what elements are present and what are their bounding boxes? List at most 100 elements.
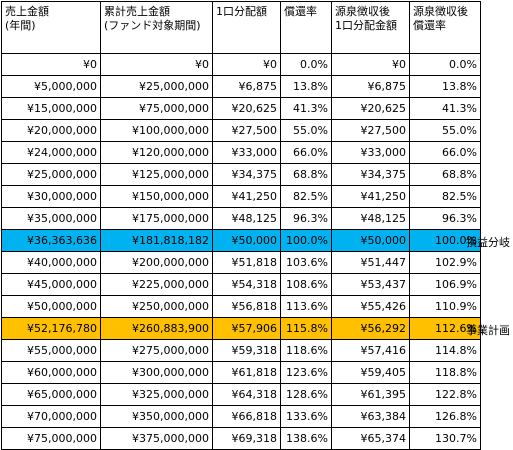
cell-after-tax-distribution: ¥59,405 — [331, 361, 410, 384]
cell-cumulative-sales: ¥260,883,900 — [100, 317, 213, 340]
cell-after-tax-distribution: ¥65,374 — [331, 427, 410, 450]
table-row: ¥75,000,000 ¥375,000,000 ¥69,318 138.6% ¥65,… — [1, 427, 481, 450]
cell-after-tax-rate: 102.9% — [409, 251, 481, 274]
cell-distribution-per-unit: ¥6,875 — [212, 75, 281, 98]
table-row: ¥15,000,000 ¥75,000,000 ¥20,625 41.3% ¥20,62… — [1, 97, 481, 120]
cell-distribution-per-unit: ¥34,375 — [212, 163, 281, 186]
cell-cumulative-sales: ¥225,000,000 — [100, 273, 213, 296]
cell-redemption-rate: 128.6% — [280, 383, 332, 406]
cell-annual-sales: ¥40,000,000 — [1, 251, 101, 274]
cell-cumulative-sales: ¥375,000,000 — [100, 427, 213, 450]
cell-annual-sales: ¥20,000,000 — [1, 119, 101, 142]
table-row: ¥55,000,000 ¥275,000,000 ¥59,318 118.6% ¥57,… — [1, 339, 481, 362]
cell-cumulative-sales: ¥150,000,000 — [100, 185, 213, 208]
table-row: ¥60,000,000 ¥300,000,000 ¥61,818 123.6% ¥59,… — [1, 361, 481, 384]
cell-after-tax-rate: 82.5% — [409, 185, 481, 208]
header-cumulative-sales: 累計売上金額 (ファンド対象期間) — [100, 1, 213, 54]
cell-annual-sales: ¥0 — [1, 53, 101, 76]
table-row: ¥65,000,000 ¥325,000,000 ¥64,318 128.6% ¥61,… — [1, 383, 481, 406]
table-row: ¥35,000,000 ¥175,000,000 ¥48,125 96.3% ¥48,1… — [1, 207, 481, 230]
cell-redemption-rate: 0.0% — [280, 53, 332, 76]
cell-after-tax-distribution: ¥56,292 — [331, 317, 410, 340]
cell-cumulative-sales: ¥75,000,000 — [100, 97, 213, 120]
cell-redemption-rate: 68.8% — [280, 163, 332, 186]
cell-annual-sales: ¥45,000,000 — [1, 273, 101, 296]
table-row: ¥36,363,636 ¥181,818,182 ¥50,000 100.0% ¥50,… — [1, 229, 481, 252]
cell-annual-sales: ¥55,000,000 — [1, 339, 101, 362]
distribution-table: 売上金額 (年間) 累計売上金額 (ファンド対象期間) 1口分配額 償還率 源泉徴収… — [1, 1, 481, 450]
cell-distribution-per-unit: ¥0 — [212, 53, 281, 76]
cell-after-tax-rate: 122.8% — [409, 383, 481, 406]
cell-cumulative-sales: ¥100,000,000 — [100, 119, 213, 142]
cell-after-tax-distribution: ¥53,437 — [331, 273, 410, 296]
cell-after-tax-rate: 100.0% — [409, 229, 481, 252]
cell-distribution-per-unit: ¥41,250 — [212, 185, 281, 208]
header-annual-sales: 売上金額 (年間) — [1, 1, 101, 54]
cell-distribution-per-unit: ¥64,318 — [212, 383, 281, 406]
cell-after-tax-rate: 96.3% — [409, 207, 481, 230]
header-redemption-rate: 償還率 — [280, 1, 332, 54]
cell-distribution-per-unit: ¥56,818 — [212, 295, 281, 318]
cell-cumulative-sales: ¥120,000,000 — [100, 141, 213, 164]
cell-distribution-per-unit: ¥20,625 — [212, 97, 281, 120]
cell-distribution-per-unit: ¥50,000 — [212, 229, 281, 252]
business-plan-label: 事業計画 — [466, 324, 510, 337]
table-row: ¥30,000,000 ¥150,000,000 ¥41,250 82.5% ¥41,2… — [1, 185, 481, 208]
cell-redemption-rate: 115.8% — [280, 317, 332, 340]
table-row: ¥50,000,000 ¥250,000,000 ¥56,818 113.6% ¥55,… — [1, 295, 481, 318]
cell-after-tax-rate: 110.9% — [409, 295, 481, 318]
cell-annual-sales: ¥30,000,000 — [1, 185, 101, 208]
cell-redemption-rate: 66.0% — [280, 141, 332, 164]
table-row: ¥40,000,000 ¥200,000,000 ¥51,818 103.6% ¥51,… — [1, 251, 481, 274]
cell-cumulative-sales: ¥275,000,000 — [100, 339, 213, 362]
cell-after-tax-rate: 13.8% — [409, 75, 481, 98]
cell-cumulative-sales: ¥200,000,000 — [100, 251, 213, 274]
cell-cumulative-sales: ¥175,000,000 — [100, 207, 213, 230]
cell-annual-sales: ¥75,000,000 — [1, 427, 101, 450]
table-row: ¥24,000,000 ¥120,000,000 ¥33,000 66.0% ¥33,0… — [1, 141, 481, 164]
cell-after-tax-distribution: ¥41,250 — [331, 185, 410, 208]
cell-cumulative-sales: ¥300,000,000 — [100, 361, 213, 384]
cell-distribution-per-unit: ¥66,818 — [212, 405, 281, 428]
cell-after-tax-distribution: ¥0 — [331, 53, 410, 76]
cell-redemption-rate: 133.6% — [280, 405, 332, 428]
cell-after-tax-distribution: ¥20,625 — [331, 97, 410, 120]
cell-distribution-per-unit: ¥59,318 — [212, 339, 281, 362]
cell-after-tax-rate: 55.0% — [409, 119, 481, 142]
cell-redemption-rate: 82.5% — [280, 185, 332, 208]
cell-after-tax-rate: 66.0% — [409, 141, 481, 164]
cell-annual-sales: ¥60,000,000 — [1, 361, 101, 384]
cell-redemption-rate: 41.3% — [280, 97, 332, 120]
cell-after-tax-distribution: ¥33,000 — [331, 141, 410, 164]
header-distribution-per-unit: 1口分配額 — [212, 1, 281, 54]
cell-redemption-rate: 100.0% — [280, 229, 332, 252]
cell-distribution-per-unit: ¥33,000 — [212, 141, 281, 164]
cell-after-tax-rate: 41.3% — [409, 97, 481, 120]
cell-redemption-rate: 118.6% — [280, 339, 332, 362]
cell-after-tax-rate: 112.6% — [409, 317, 481, 340]
header-after-tax-distribution: 源泉徴収後 1口分配金額 — [331, 1, 410, 54]
cell-after-tax-distribution: ¥6,875 — [331, 75, 410, 98]
cell-distribution-per-unit: ¥54,318 — [212, 273, 281, 296]
cell-cumulative-sales: ¥181,818,182 — [100, 229, 213, 252]
cell-after-tax-distribution: ¥55,426 — [331, 295, 410, 318]
cell-after-tax-rate: 118.8% — [409, 361, 481, 384]
cell-distribution-per-unit: ¥61,818 — [212, 361, 281, 384]
cell-distribution-per-unit: ¥48,125 — [212, 207, 281, 230]
cell-redemption-rate: 113.6% — [280, 295, 332, 318]
cell-annual-sales: ¥5,000,000 — [1, 75, 101, 98]
cell-annual-sales: ¥35,000,000 — [1, 207, 101, 230]
cell-after-tax-distribution: ¥57,416 — [331, 339, 410, 362]
cell-annual-sales: ¥65,000,000 — [1, 383, 101, 406]
cell-cumulative-sales: ¥250,000,000 — [100, 295, 213, 318]
cell-after-tax-distribution: ¥50,000 — [331, 229, 410, 252]
cell-after-tax-distribution: ¥48,125 — [331, 207, 410, 230]
cell-after-tax-distribution: ¥27,500 — [331, 119, 410, 142]
cell-annual-sales: ¥52,176,780 — [1, 317, 101, 340]
cell-annual-sales: ¥15,000,000 — [1, 97, 101, 120]
cell-after-tax-rate: 126.8% — [409, 405, 481, 428]
cell-distribution-per-unit: ¥57,906 — [212, 317, 281, 340]
cell-after-tax-distribution: ¥63,384 — [331, 405, 410, 428]
cell-cumulative-sales: ¥125,000,000 — [100, 163, 213, 186]
cell-redemption-rate: 108.6% — [280, 273, 332, 296]
